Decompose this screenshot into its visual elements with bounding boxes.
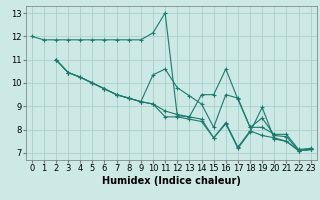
X-axis label: Humidex (Indice chaleur): Humidex (Indice chaleur)	[102, 176, 241, 186]
